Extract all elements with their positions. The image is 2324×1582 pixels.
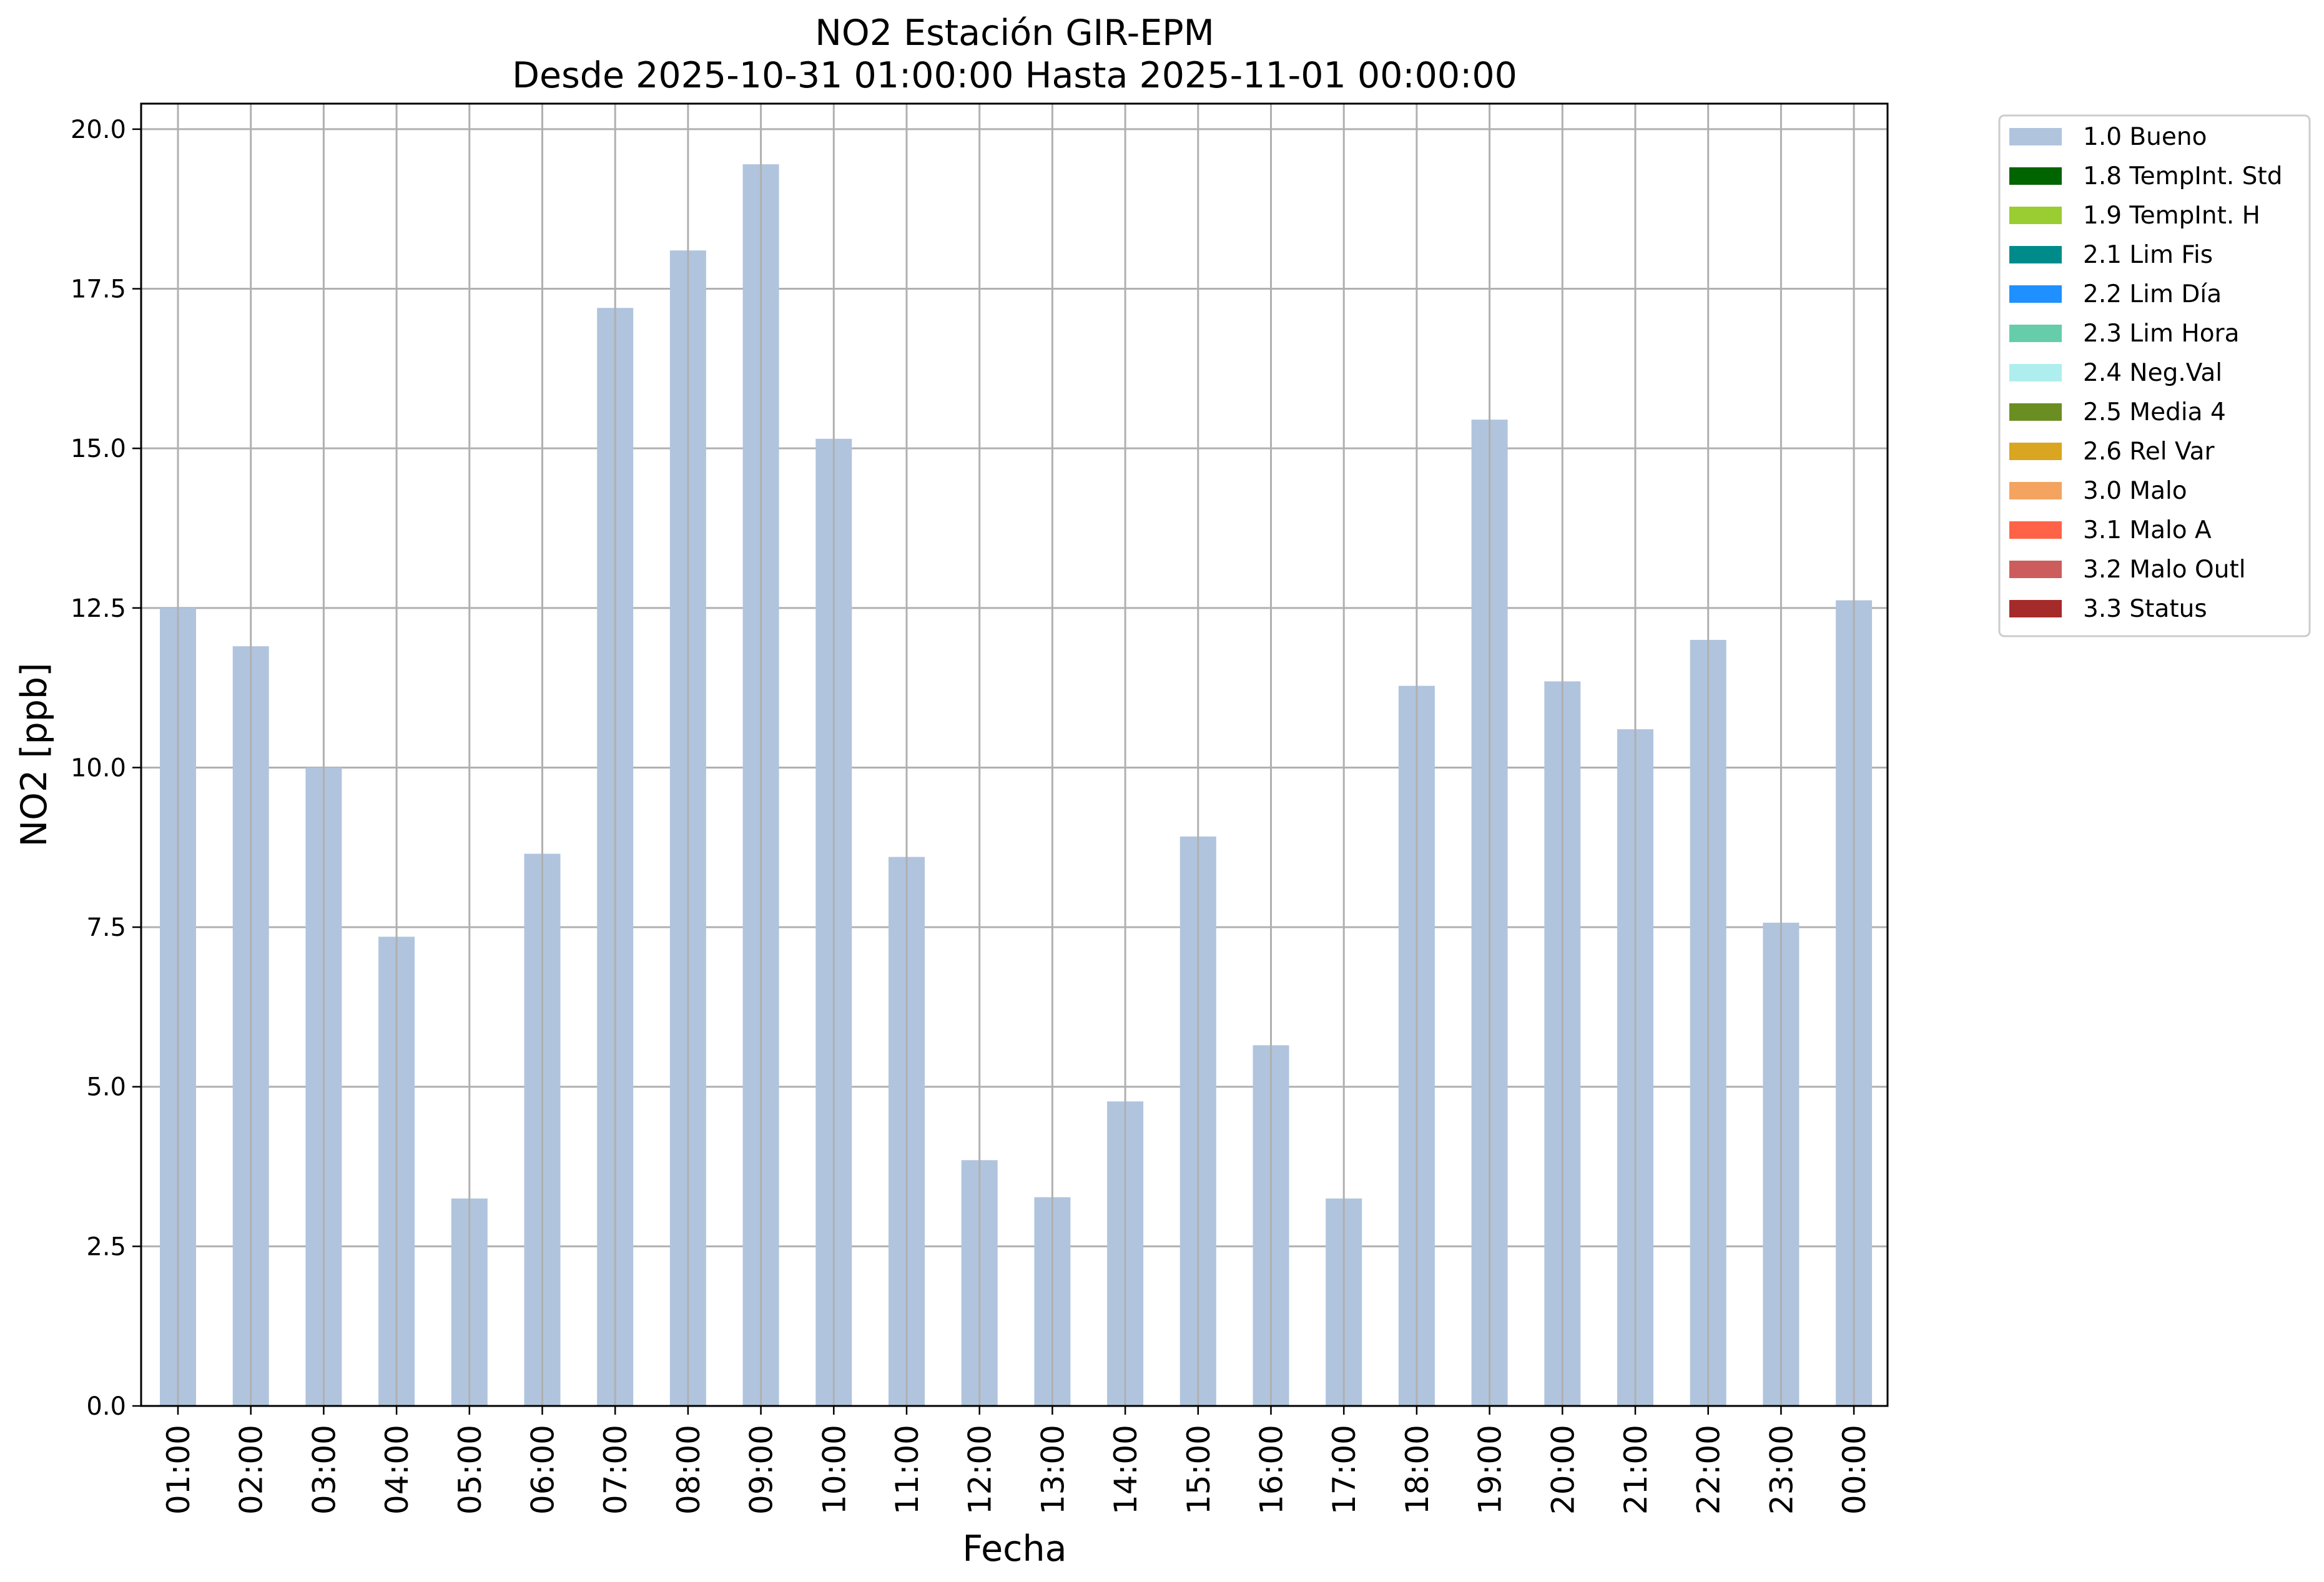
x-tick-label: 07:00 [598,1425,634,1515]
x-tick-label: 23:00 [1763,1425,1800,1515]
legend-label: 2.4 Neg.Val [2083,359,2222,387]
x-tick-label: 10:00 [816,1425,852,1515]
legend-swatch [2009,285,2062,303]
x-tick-label: 03:00 [306,1425,342,1515]
legend-swatch [2009,403,2062,421]
y-tick-label: 20.0 [71,115,126,144]
x-tick-label: 04:00 [379,1425,415,1515]
x-tick-label: 18:00 [1399,1425,1435,1515]
x-tick-label: 15:00 [1181,1425,1217,1515]
x-tick-label: 00:00 [1836,1425,1873,1515]
legend-frame [1998,114,2311,637]
legend-swatch [2009,325,2062,342]
x-tick-label: 19:00 [1472,1425,1509,1515]
x-tick-label: 11:00 [889,1425,925,1515]
x-axis-label: Fecha [962,1528,1066,1570]
y-tick-label: 15.0 [71,435,126,463]
legend-label: 3.3 Status [2083,595,2207,623]
legend-label: 3.0 Malo [2083,477,2187,505]
legend-swatch [2009,364,2062,381]
legend-label: 2.3 Lim Hora [2083,320,2240,348]
bars [160,164,1873,1407]
x-tick-label: 14:00 [1108,1425,1144,1515]
x-tick-label: 12:00 [962,1425,998,1515]
y-tick-label: 17.5 [71,275,126,304]
y-axis-label: NO2 [ppb] [14,663,55,847]
legend-swatch [2009,207,2062,224]
legend-label: 1.8 TempInt. Std [2083,162,2282,190]
legend-label: 1.0 Bueno [2083,123,2207,151]
y-tick-label: 0.0 [86,1392,126,1421]
legend-label: 3.2 Malo Outl [2083,556,2246,584]
legend-swatch [2009,443,2062,460]
x-tick-label: 09:00 [744,1425,780,1515]
chart-subtitle: Desde 2025-10-31 01:00:00 Hasta 2025-11-… [512,55,1517,96]
plot-frame [140,102,1889,1407]
legend-label: 2.1 Lim Fis [2083,241,2213,269]
grid-lines [141,128,1888,1407]
y-tick-label: 12.5 [71,594,126,623]
x-tick-label: 01:00 [160,1425,197,1515]
legend-swatch [2009,246,2062,263]
legend-label: 2.5 Media 4 [2083,398,2226,426]
legend-swatch [2009,600,2062,617]
legend-label: 2.6 Rel Var [2083,438,2215,466]
x-tick-label: 13:00 [1035,1425,1071,1515]
y-tick-label: 5.0 [86,1073,126,1102]
legend-label: 2.2 Lim Día [2083,280,2222,308]
legend: 1.0 Bueno 1.8 TempInt. Std 1.9 TempInt. H 2… [1998,114,2311,637]
legend-label: 3.1 Malo A [2083,516,2212,544]
x-tick-label: 02:00 [234,1425,270,1515]
x-tick-label: 17:00 [1326,1425,1362,1515]
x-tick-label: 05:00 [452,1425,488,1515]
x-tick-label: 08:00 [671,1425,707,1515]
x-tick-label: 21:00 [1618,1425,1654,1515]
y-tick-label: 10.0 [71,754,126,782]
x-tick-label: 06:00 [525,1425,561,1515]
x-tick-label: 16:00 [1254,1425,1290,1515]
legend-swatch [2009,167,2062,185]
x-tick-label: 22:00 [1691,1425,1727,1515]
x-axis-ticks: 01:00 02:00 03:00 04:00 05:00 06:00 07:00 08:00… [160,1406,1873,1515]
legend-label: 1.9 TempInt. H [2083,202,2260,230]
legend-swatch [2009,482,2062,499]
x-tick-label: 20:00 [1545,1425,1581,1515]
y-axis-ticks: 0.0 2.5 5.0 7.5 10.0 12.5 15.0 17.5 20.0 [71,115,141,1421]
x-grid-lines [177,104,1855,1406]
legend-swatch [2009,128,2062,145]
legend-swatch [2009,561,2062,578]
y-tick-label: 2.5 [86,1232,126,1261]
chart-title: NO2 Estación GIR-EPM [815,12,1214,54]
legend-swatch [2009,521,2062,539]
y-tick-label: 7.5 [86,913,126,942]
